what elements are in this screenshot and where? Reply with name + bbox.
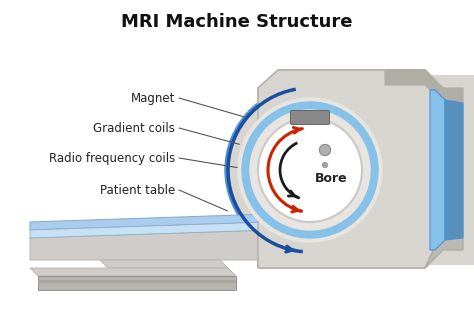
Circle shape xyxy=(250,110,370,230)
Text: Patient table: Patient table xyxy=(100,183,175,197)
Circle shape xyxy=(242,102,378,238)
Polygon shape xyxy=(38,280,236,283)
Polygon shape xyxy=(430,90,445,250)
Circle shape xyxy=(250,110,370,230)
Circle shape xyxy=(242,102,378,238)
Polygon shape xyxy=(425,88,463,268)
Polygon shape xyxy=(305,75,474,265)
Text: MRI Machine Structure: MRI Machine Structure xyxy=(121,13,353,31)
Text: Gradient coils: Gradient coils xyxy=(93,121,175,134)
Polygon shape xyxy=(100,260,228,268)
Circle shape xyxy=(319,145,330,156)
Polygon shape xyxy=(270,230,280,260)
Polygon shape xyxy=(385,70,463,103)
Circle shape xyxy=(225,85,395,255)
Circle shape xyxy=(230,90,390,250)
Polygon shape xyxy=(258,70,443,268)
Polygon shape xyxy=(430,90,445,250)
Polygon shape xyxy=(445,100,463,240)
Polygon shape xyxy=(38,276,236,290)
Text: Radio frequency coils: Radio frequency coils xyxy=(49,152,175,165)
Polygon shape xyxy=(30,208,282,230)
Polygon shape xyxy=(425,88,463,268)
Circle shape xyxy=(238,98,382,242)
Polygon shape xyxy=(30,230,280,260)
Text: Magnet: Magnet xyxy=(131,91,175,105)
Polygon shape xyxy=(30,268,236,276)
Circle shape xyxy=(258,118,362,222)
Polygon shape xyxy=(258,70,443,268)
Polygon shape xyxy=(385,70,463,103)
FancyBboxPatch shape xyxy=(291,111,329,124)
Circle shape xyxy=(238,98,382,242)
Polygon shape xyxy=(445,100,463,240)
Circle shape xyxy=(258,118,362,222)
Circle shape xyxy=(322,163,328,167)
Polygon shape xyxy=(30,222,270,238)
Text: Bore: Bore xyxy=(315,171,347,184)
